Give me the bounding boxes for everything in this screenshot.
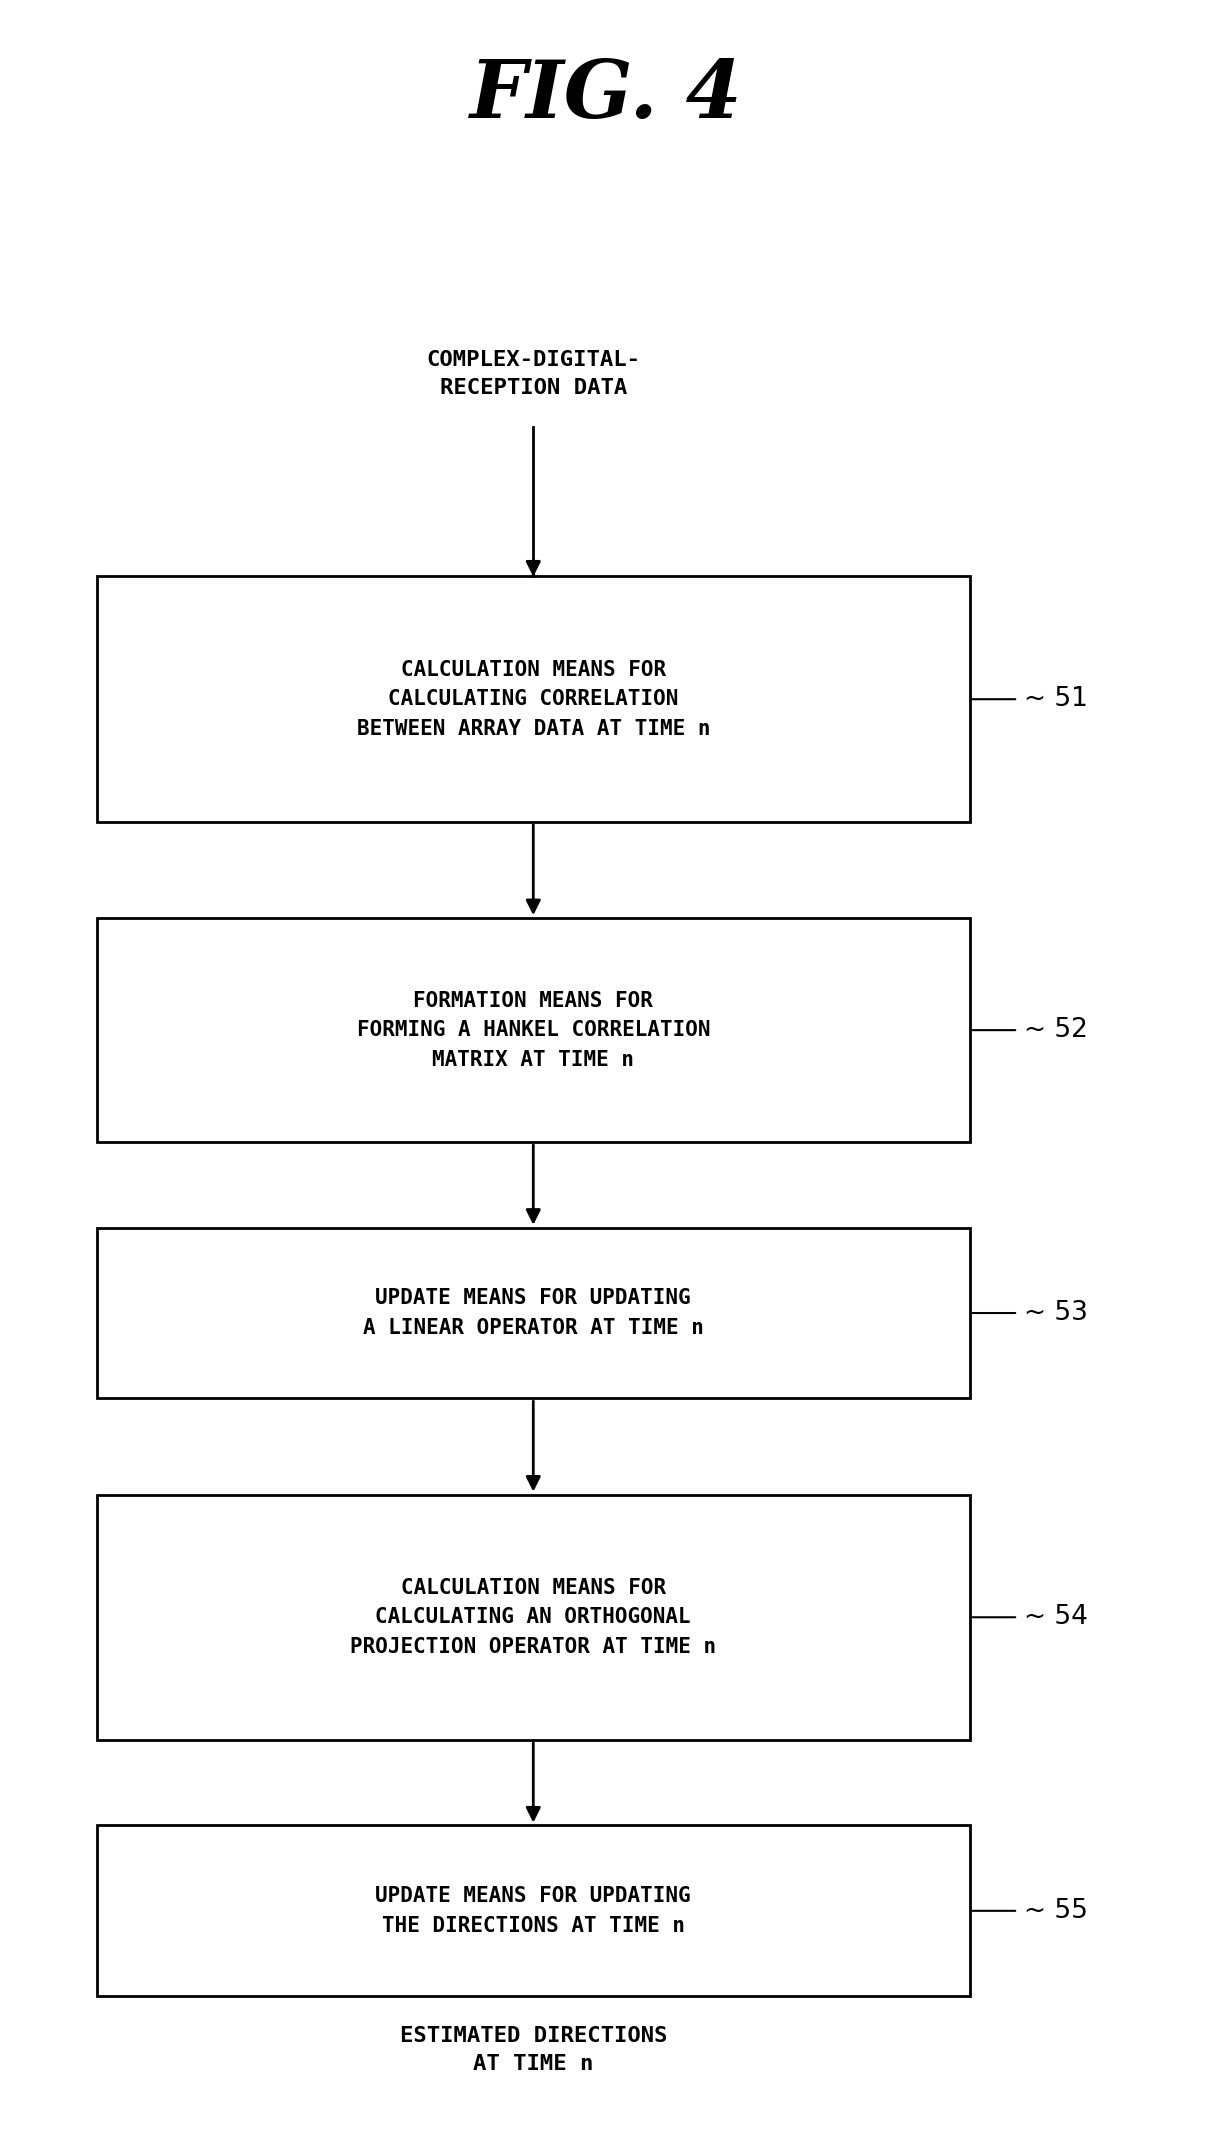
Bar (97, 918, 970, 1142)
Bar (97, 1494, 970, 1740)
Bar (97, 1228, 970, 1398)
Text: FORMATION MEANS FOR
FORMING A HANKEL CORRELATION
MATRIX AT TIME n: FORMATION MEANS FOR FORMING A HANKEL COR… (356, 991, 710, 1070)
Text: CALCULATION MEANS FOR
CALCULATING CORRELATION
BETWEEN ARRAY DATA AT TIME n: CALCULATION MEANS FOR CALCULATING CORREL… (356, 660, 710, 739)
Text: FIG. 4: FIG. 4 (470, 58, 742, 135)
Text: ~ 53: ~ 53 (1024, 1300, 1088, 1326)
Bar (97, 1825, 970, 1996)
Text: CALCULATION MEANS FOR
CALCULATING AN ORTHOGONAL
PROJECTION OPERATOR AT TIME n: CALCULATION MEANS FOR CALCULATING AN ORT… (350, 1578, 716, 1657)
Text: ~ 52: ~ 52 (1024, 1016, 1088, 1044)
Bar (97, 576, 970, 822)
Text: ~ 55: ~ 55 (1024, 1898, 1088, 1924)
Text: UPDATE MEANS FOR UPDATING
THE DIRECTIONS AT TIME n: UPDATE MEANS FOR UPDATING THE DIRECTIONS… (376, 1885, 691, 1936)
Text: COMPLEX-DIGITAL-
RECEPTION DATA: COMPLEX-DIGITAL- RECEPTION DATA (427, 350, 640, 397)
Text: ~ 54: ~ 54 (1024, 1603, 1088, 1631)
Text: UPDATE MEANS FOR UPDATING
A LINEAR OPERATOR AT TIME n: UPDATE MEANS FOR UPDATING A LINEAR OPERA… (362, 1287, 704, 1339)
Text: ~ 51: ~ 51 (1024, 685, 1088, 713)
Text: ESTIMATED DIRECTIONS
AT TIME n: ESTIMATED DIRECTIONS AT TIME n (400, 2026, 667, 2073)
